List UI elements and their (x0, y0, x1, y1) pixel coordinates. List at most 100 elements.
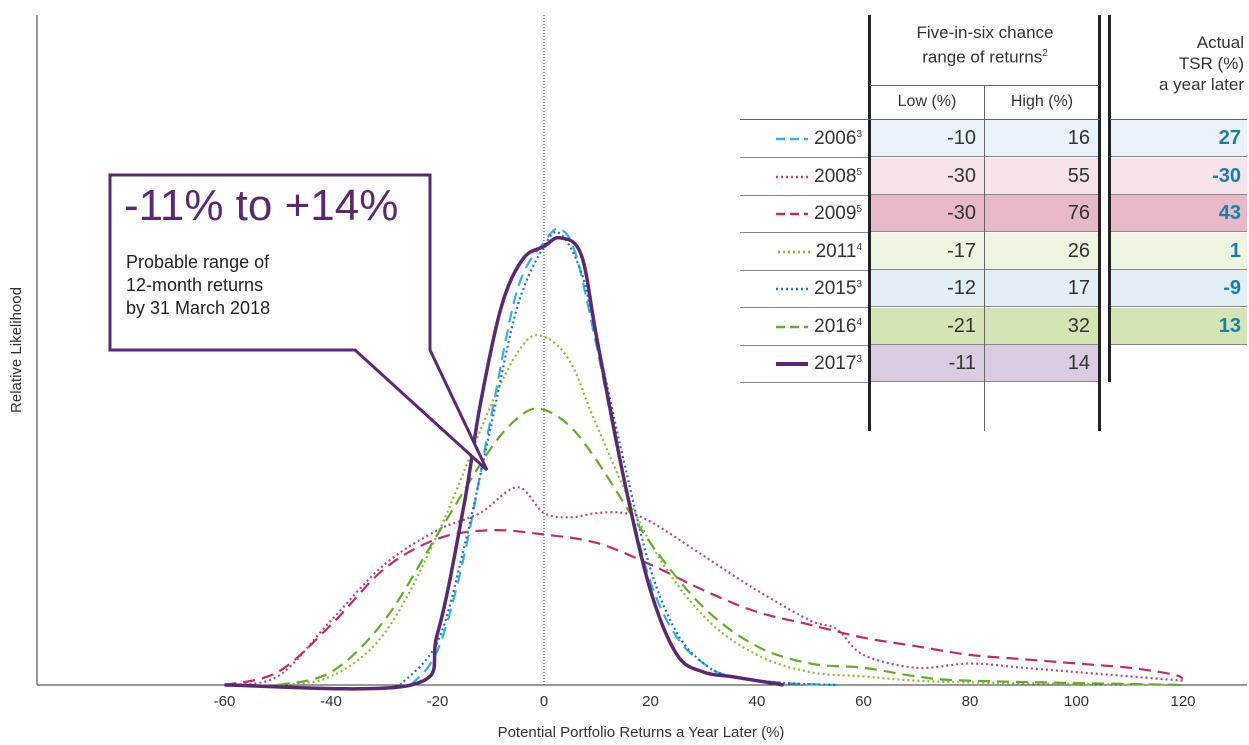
legend-row-label: 20173 (740, 345, 868, 383)
actual-cell: 13 (1111, 308, 1247, 345)
table-rule-mid (984, 85, 985, 431)
low-cell: -30 (871, 195, 984, 232)
high-cell: 55 (985, 158, 1098, 195)
legend-row-label: 20153 (740, 270, 868, 308)
legend-year-sup: 3 (856, 354, 862, 365)
callout-box (108, 173, 489, 472)
actual-cell: 27 (1111, 120, 1247, 157)
legend-line-sample (776, 287, 809, 291)
low-cell: -11 (871, 345, 984, 382)
callout-range: -11% to +14% (124, 181, 399, 230)
legend-line-sample (776, 137, 809, 141)
low-cell: -17 (871, 233, 984, 270)
actual-cell: -9 (1111, 270, 1247, 307)
y-axis-label: Relative Likelihood (8, 287, 25, 413)
high-cell: 17 (985, 270, 1098, 307)
legend-row-label: 20095 (740, 195, 868, 233)
x-tick-label: -20 (427, 693, 449, 710)
x-tick-label: 80 (962, 693, 979, 710)
high-cell: 32 (985, 308, 1098, 345)
legend-line-sample (776, 175, 809, 179)
actual-cell: 1 (1111, 233, 1247, 270)
legend-row-label: 20085 (740, 158, 868, 196)
callout-text: Probable range of 12-month returns by 31… (126, 251, 270, 320)
callout-line-3: by 31 March 2018 (126, 298, 271, 318)
high-cell: 16 (985, 120, 1098, 157)
low-cell: -10 (871, 120, 984, 157)
range-header: Five-in-six chance range of returns2 (870, 22, 1100, 68)
x-tick-label: 0 (540, 693, 548, 710)
legend-row-label: 20114 (740, 233, 868, 271)
x-tick-label: 120 (1170, 693, 1195, 710)
legend-year: 2011 (815, 241, 857, 262)
row-separator (740, 194, 870, 196)
legend-year-sup: 5 (856, 204, 862, 215)
high-cell: 26 (985, 233, 1098, 270)
row-separator (740, 269, 870, 271)
high-col-header: High (%) (1010, 93, 1074, 110)
legend-row-label: 20164 (740, 308, 868, 346)
legend-line-sample (776, 361, 809, 366)
actual-header: Actual TSR (%) a year later (1108, 32, 1244, 95)
low-cell: -30 (871, 158, 984, 195)
legend-year-sup: 4 (856, 242, 862, 253)
legend-year: 2008 (814, 166, 857, 187)
actual-cell: 43 (1111, 195, 1247, 232)
callout-line-2: 12-month returns (126, 275, 264, 295)
row-separator (740, 344, 870, 346)
x-tick-label: 100 (1064, 693, 1089, 710)
high-cell: 14 (985, 345, 1098, 382)
row-separator (740, 306, 870, 308)
actual-header-line-3: a year later (1158, 75, 1244, 94)
legend-year-sup: 3 (856, 129, 862, 140)
row-separator (740, 231, 870, 233)
low-cell: -21 (871, 308, 984, 345)
legend-year: 2009 (814, 203, 857, 224)
legend-year: 2006 (814, 128, 857, 149)
row-separator (740, 381, 870, 383)
range-header-sup: 2 (1042, 48, 1048, 59)
table-rule-actual-header-bottom (1110, 119, 1247, 120)
legend-year: 2017 (814, 353, 857, 374)
actual-header-line-1: Actual (1196, 33, 1244, 52)
legend-year-sup: 4 (856, 317, 862, 328)
range-header-text: range of returns (922, 47, 1043, 67)
x-tick-label: 20 (642, 693, 659, 710)
actual-header-line-2: TSR (%) (1178, 54, 1244, 73)
x-axis-label: Potential Portfolio Returns a Year Later… (498, 724, 785, 741)
series-curves (224, 227, 1184, 691)
table-rule-top (870, 85, 1099, 86)
table-rule-left (868, 15, 871, 431)
legend-row-label: 20063 (740, 120, 868, 158)
series-line-2009 (224, 528, 1184, 687)
series-line-2017 (224, 235, 784, 691)
low-col-header: Low (%) (897, 93, 957, 110)
table-rule-actual (1108, 15, 1111, 382)
legend-year: 2016 (814, 316, 857, 337)
legend-line-sample (777, 250, 810, 254)
series-line-2016 (277, 407, 1184, 687)
table-rule-right (1098, 15, 1101, 431)
legend-line-sample (776, 325, 809, 329)
table-rule-header-bottom (740, 119, 1100, 120)
row-separator (740, 156, 870, 158)
x-tick-label: 60 (855, 693, 872, 710)
x-tick-label: -60 (214, 693, 236, 710)
series-line-2015 (399, 230, 837, 687)
low-cell: -12 (871, 270, 984, 307)
x-tick-labels: -60 -40 -20 0 20 40 60 80 100 120 (214, 693, 1196, 710)
actual-cell: -30 (1111, 158, 1247, 195)
callout-line-1: Probable range of (126, 252, 270, 272)
range-header-line-1: Five-in-six chance (916, 23, 1054, 42)
high-cell: 76 (985, 195, 1098, 232)
legend-year-sup: 3 (856, 279, 862, 290)
legend-year: 2015 (814, 278, 857, 299)
range-header-line-2: range of returns2 (870, 43, 1100, 68)
series-line-2011 (277, 334, 1184, 687)
x-tick-label: -40 (320, 693, 342, 710)
legend-line-sample (776, 212, 809, 216)
x-tick-label: 40 (749, 693, 766, 710)
series-line-2008 (224, 486, 1184, 687)
